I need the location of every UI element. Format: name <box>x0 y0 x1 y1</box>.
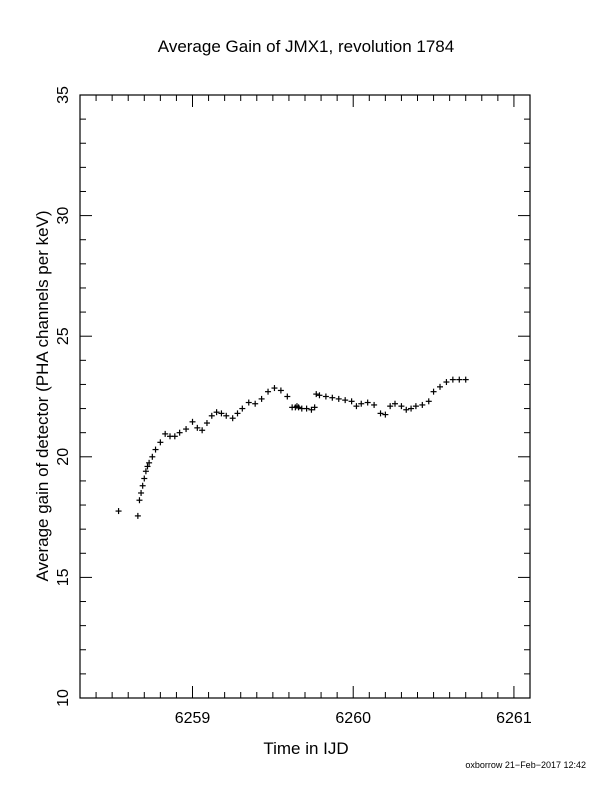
x-tick-label: 6261 <box>496 710 532 727</box>
data-point <box>342 397 349 404</box>
y-tick-label: 25 <box>55 327 72 345</box>
data-point <box>358 400 365 407</box>
data-point <box>271 385 278 392</box>
data-point <box>245 399 252 406</box>
data-point <box>311 404 318 411</box>
data-point <box>443 379 450 386</box>
data-point <box>142 468 149 475</box>
data-point <box>265 388 272 395</box>
data-point <box>456 376 463 383</box>
data-point <box>303 405 310 412</box>
data-point <box>213 409 220 416</box>
plot-frame <box>79 94 531 699</box>
data-point <box>183 426 190 433</box>
data-point <box>194 424 201 431</box>
data-point <box>348 398 355 405</box>
axis-ticks <box>79 94 531 699</box>
data-point <box>162 430 169 437</box>
data-point <box>392 400 398 407</box>
data-point <box>134 512 141 519</box>
data-point <box>382 411 389 418</box>
data-point <box>419 401 426 408</box>
data-point <box>141 475 148 482</box>
data-point <box>284 393 291 400</box>
data-point <box>157 439 164 446</box>
data-point <box>208 412 215 419</box>
chart-title: Average Gain of JMX1, revolution 1784 <box>158 37 454 56</box>
data-point <box>462 376 469 383</box>
data-point <box>223 412 230 419</box>
data-point <box>152 446 159 453</box>
y-tick-label: 30 <box>55 207 72 225</box>
y-tick-label: 10 <box>55 689 72 707</box>
data-point <box>313 391 320 398</box>
data-point <box>252 400 259 407</box>
data-point <box>364 399 371 406</box>
data-point <box>176 429 183 436</box>
y-axis-label: Average gain of detector (PHA channels p… <box>33 210 52 581</box>
data-point <box>258 395 265 402</box>
data-point <box>377 410 384 417</box>
y-tick-label: 15 <box>55 568 72 586</box>
data-point <box>316 392 323 399</box>
data-point <box>408 405 415 412</box>
x-tick-label: 6259 <box>175 710 211 727</box>
x-tick-label: 6260 <box>335 710 371 727</box>
data-point <box>403 406 410 413</box>
tick-labels: 6259 6260 6261 10 15 20 25 30 35 <box>55 86 532 727</box>
data-point <box>412 403 419 410</box>
data-point <box>425 398 432 405</box>
data-point <box>322 393 329 400</box>
data-point <box>189 418 196 425</box>
data-point <box>115 508 122 515</box>
data-point <box>138 489 145 496</box>
data-point <box>308 406 315 413</box>
data-point <box>335 395 342 402</box>
data-point <box>277 387 284 394</box>
data-point <box>144 463 151 470</box>
data-points <box>115 376 469 519</box>
data-point <box>449 376 456 383</box>
data-point <box>199 427 206 434</box>
data-point <box>171 433 178 440</box>
data-point <box>398 403 405 410</box>
data-point <box>149 453 156 460</box>
data-point <box>218 410 225 417</box>
data-point <box>234 410 241 417</box>
data-point <box>229 415 236 422</box>
y-tick-label: 20 <box>55 448 72 466</box>
data-point <box>136 497 143 504</box>
data-point <box>387 403 394 410</box>
data-point <box>353 403 360 410</box>
data-point <box>295 404 302 411</box>
data-point <box>430 388 437 395</box>
footer-credit: oxborrow 21−Feb−2017 12:42 <box>465 760 586 770</box>
y-tick-label: 35 <box>55 86 72 104</box>
data-point <box>139 482 146 489</box>
data-point <box>329 394 336 401</box>
data-point <box>146 459 153 466</box>
data-point <box>371 401 378 408</box>
data-point <box>203 420 210 427</box>
x-axis-label: Time in IJD <box>263 739 348 758</box>
data-point <box>239 405 246 412</box>
data-point <box>437 383 443 390</box>
